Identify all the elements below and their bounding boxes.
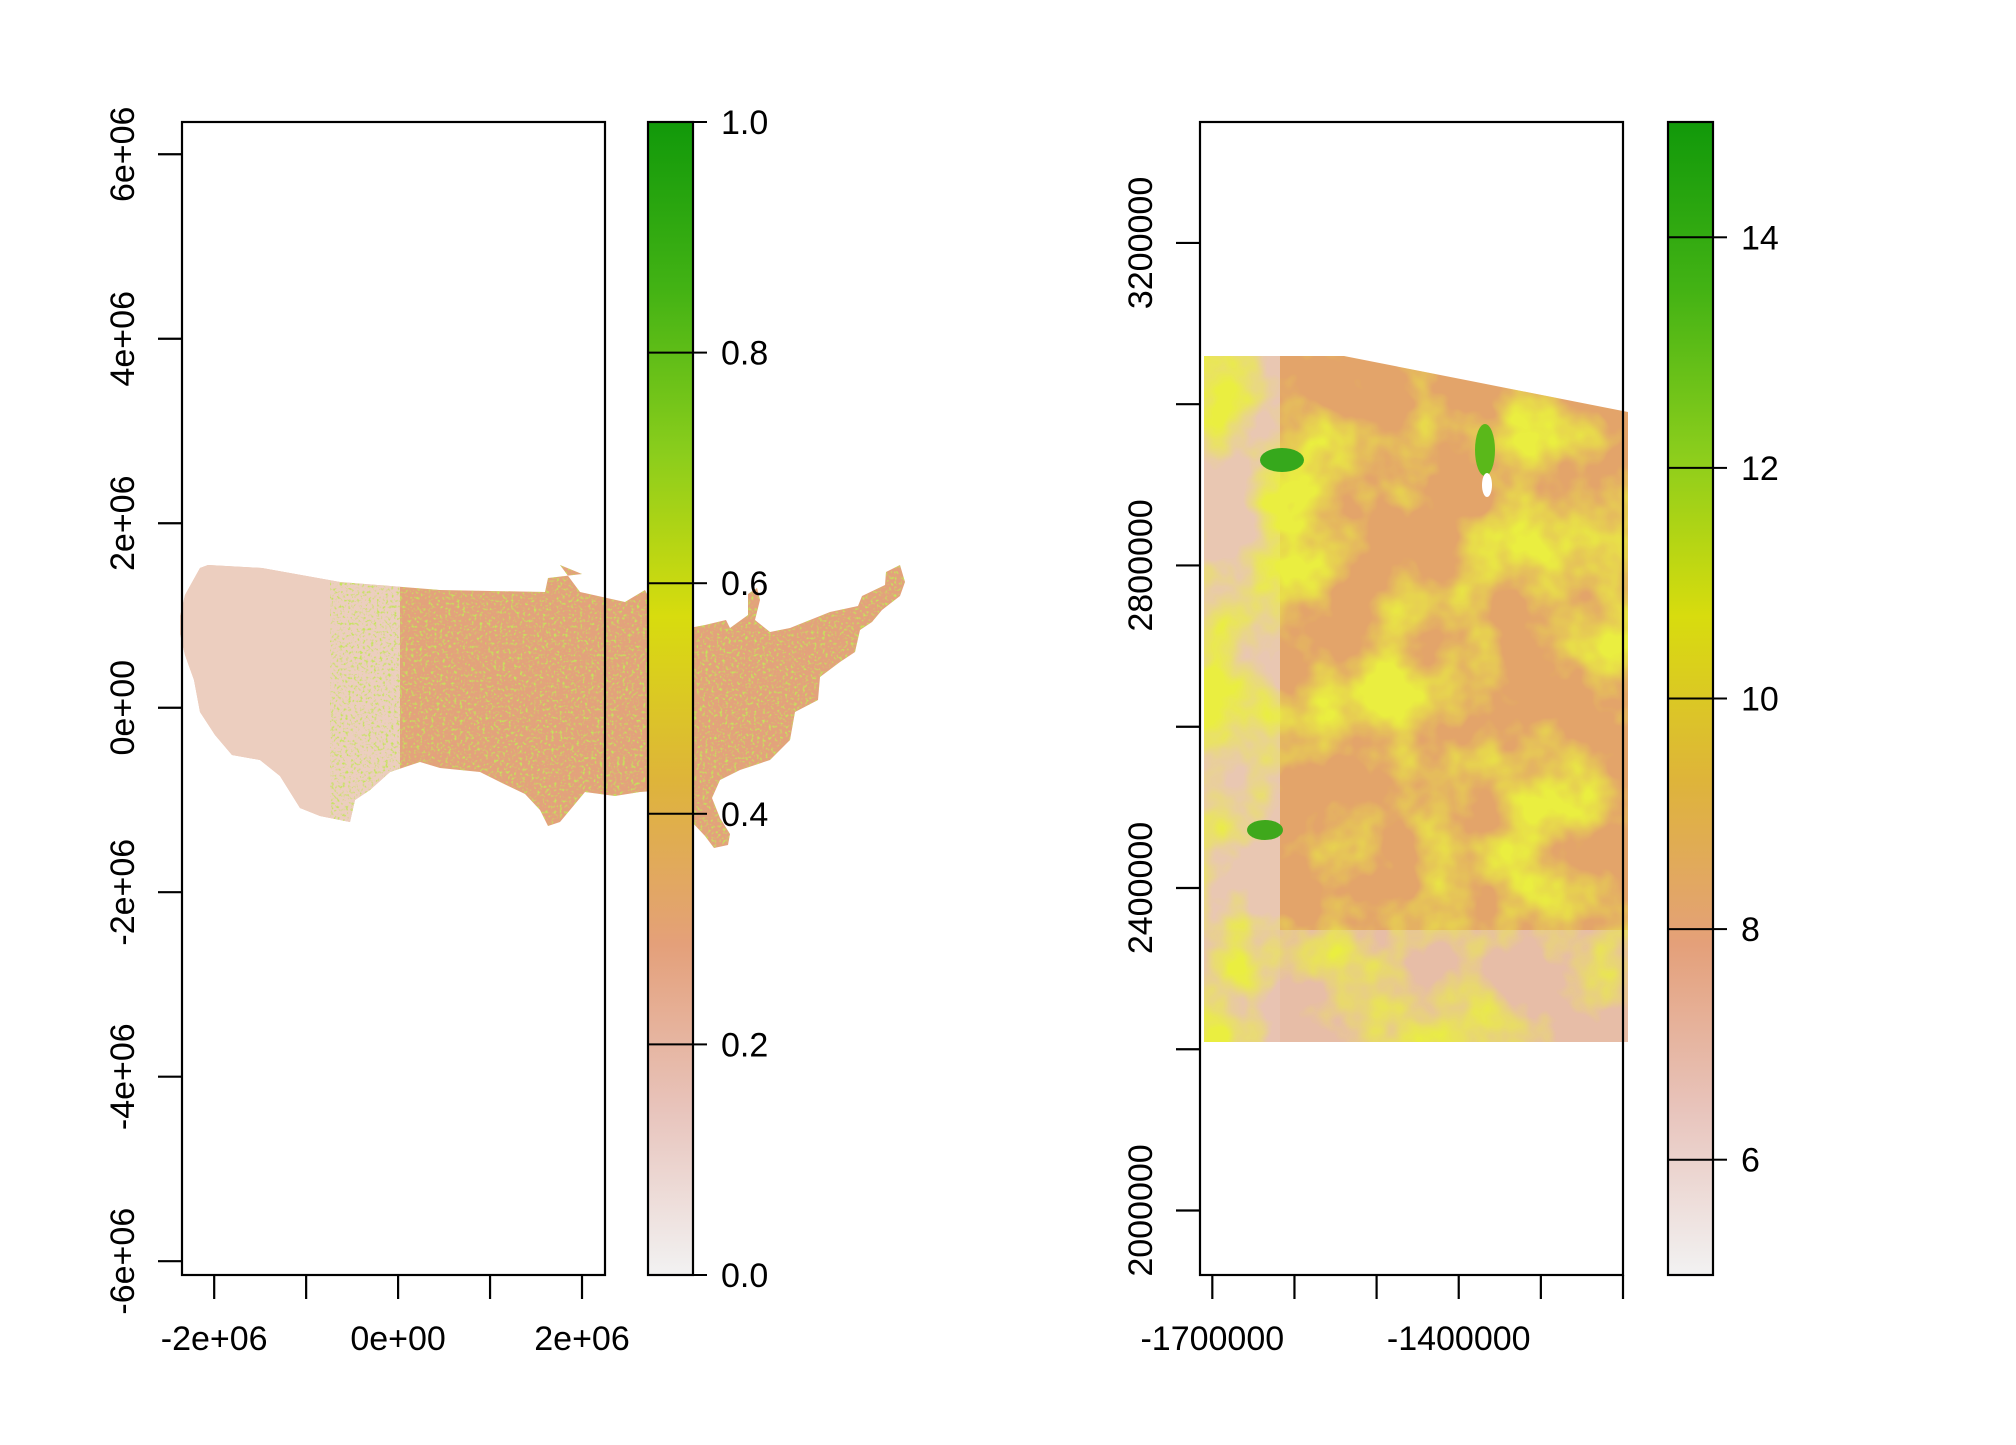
colorbar-ramp — [648, 122, 693, 1275]
x-tick-label: 2e+06 — [534, 1320, 630, 1358]
right-raster — [1204, 356, 1628, 1042]
colorbar-tick-label: 0.6 — [721, 565, 768, 603]
colorbar-tick-label: 0.4 — [721, 796, 768, 834]
colorbar-tick-label: 8 — [1741, 911, 1760, 949]
west-raster-hotspot — [1247, 820, 1283, 840]
left-colorbar: 0.0 0.2 0.4 0.6 0.8 1.0 — [646, 104, 768, 1295]
y-tick-label: 2e+06 — [104, 475, 142, 571]
us-raster-east-density — [330, 565, 905, 848]
colorbar-tick-label: 14 — [1741, 219, 1779, 257]
colorbar-tick-label: 1.0 — [721, 104, 768, 142]
y-tick-label: -2e+06 — [104, 839, 142, 946]
y-tick-label: 2800000 — [1122, 499, 1160, 631]
west-raster-hotspot — [1475, 424, 1495, 476]
colorbar-tick-label: 12 — [1741, 450, 1779, 488]
left-map-panel: -2e+06 0e+00 2e+06 -6e+06 -4e+06 -2e+06 0e+00 2… — [104, 104, 905, 1358]
colorbar-tick-label: 6 — [1741, 1142, 1760, 1180]
colorbar-tick-label: 0.8 — [721, 335, 768, 373]
y-tick-label: 3200000 — [1122, 177, 1160, 309]
colorbar-tick-label: 10 — [1741, 681, 1779, 719]
plot-frame — [180, 120, 607, 1277]
right-map-panel: -1700000 -1400000 2000000 2400000 2800000 320… — [1122, 120, 1779, 1358]
right-colorbar: 6 8 10 12 14 — [1666, 120, 1779, 1277]
x-tick-label: -2e+06 — [161, 1320, 268, 1358]
y-tick-label: 0e+00 — [104, 660, 142, 756]
y-tick-label: 4e+06 — [104, 291, 142, 387]
west-raster-hotspot — [1260, 448, 1304, 472]
plot-frame — [1198, 120, 1625, 1277]
left-axes: -2e+06 0e+00 2e+06 -6e+06 -4e+06 -2e+06 0e+00 2… — [104, 107, 630, 1358]
y-tick-label: 2400000 — [1122, 822, 1160, 954]
y-tick-label: 6e+06 — [104, 107, 142, 203]
right-axes: -1700000 -1400000 2000000 2400000 2800000 320… — [1122, 120, 1625, 1358]
y-tick-label: -6e+06 — [104, 1208, 142, 1315]
colorbar-tick-label: 0.2 — [721, 1026, 768, 1064]
y-tick-label: -4e+06 — [104, 1023, 142, 1130]
west-raster-nodata — [1482, 473, 1492, 497]
y-tick-label: 2000000 — [1122, 1144, 1160, 1276]
x-tick-label: 0e+00 — [350, 1320, 446, 1358]
x-tick-label: -1400000 — [1387, 1320, 1531, 1358]
x-tick-label: -1700000 — [1140, 1320, 1284, 1358]
left-raster — [180, 565, 905, 848]
colorbar-tick-label: 0.0 — [721, 1257, 768, 1295]
